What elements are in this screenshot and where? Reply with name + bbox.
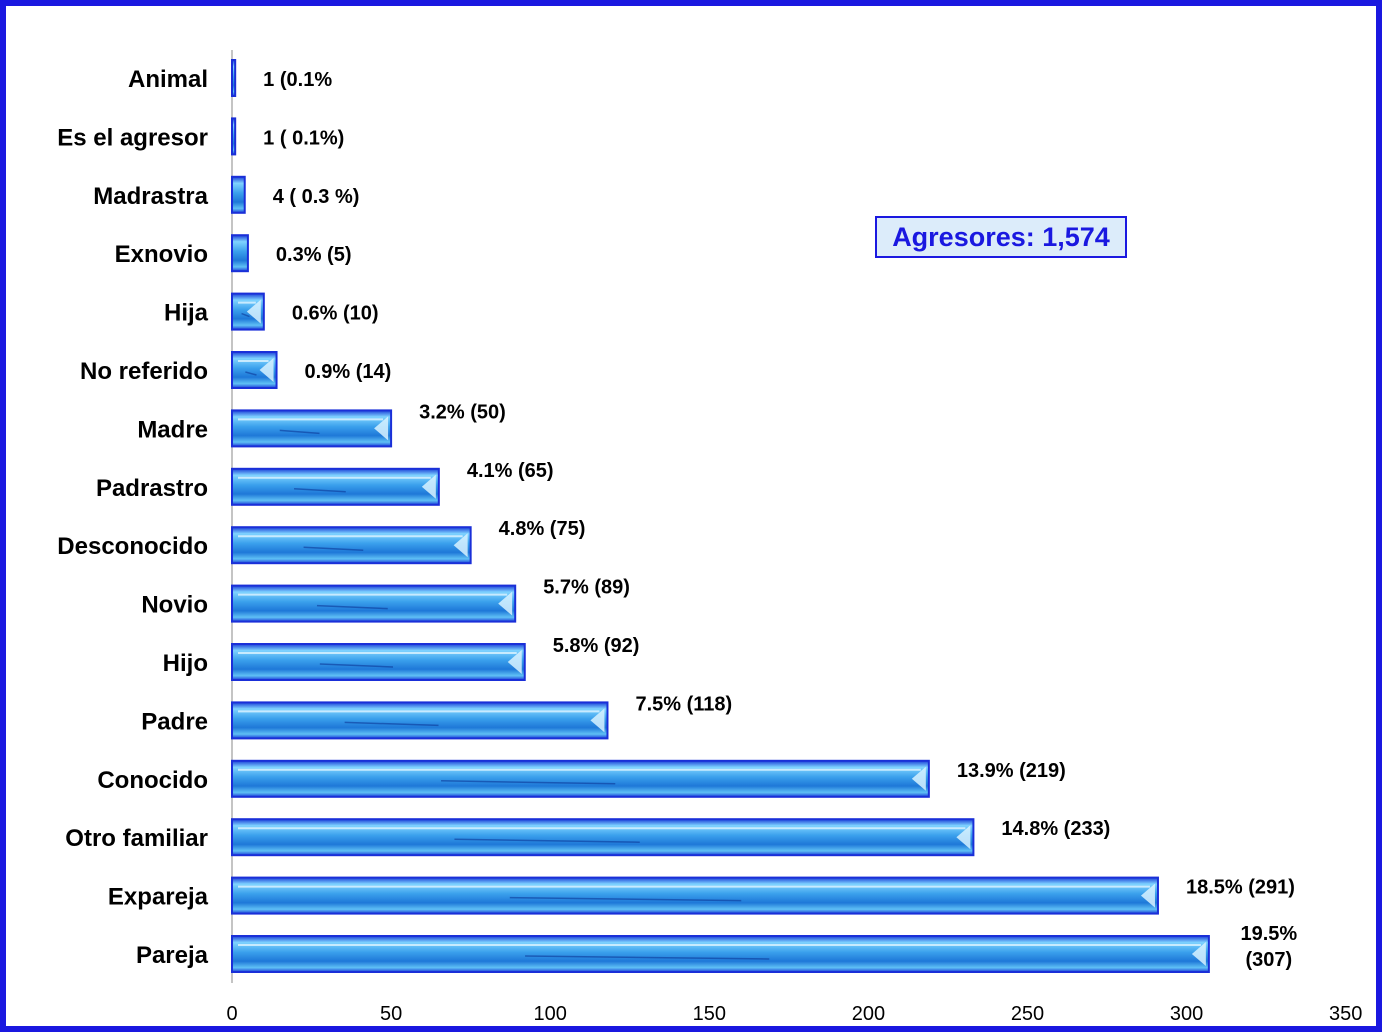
bar-cap [507,650,522,674]
data-label-no-referido: 0.9% (14) [305,361,392,383]
bar-cap [259,358,274,382]
bar-otro-familiar [231,818,975,857]
bar-madre [231,409,393,448]
category-label-pareja: Pareja [136,942,209,969]
bar-rect [231,526,472,565]
bar-conocido [231,759,930,798]
data-label-otro-familiar: 14.8% (233) [1001,818,1110,840]
data-label-desconocido: 4.8% (75) [499,518,586,540]
category-label-padrastro: Padrastro [96,475,208,502]
x-tick-label: 250 [1011,1003,1044,1025]
bar-rect [231,759,930,798]
x-tick-label: 50 [380,1003,402,1025]
data-label-madre: 3.2% (50) [419,401,506,423]
category-label-conocido: Conocido [97,767,208,794]
bars-group [231,59,1210,973]
category-label-expareja: Expareja [108,884,209,911]
bar-padre [231,701,609,740]
labels-group: Animal 1 (0.1% Es el agresor 1 ( 0.1%) Madra… [57,66,1297,971]
category-label-desconocido: Desconocido [57,533,208,560]
bar-streak [294,488,346,493]
bar-cap [374,416,389,441]
bar-cap [590,708,605,733]
data-label-novio: 5.7% (89) [543,577,630,599]
bar-rect [231,59,237,97]
bar-es-el-agresor [231,117,237,156]
bar-streak [316,604,388,610]
total-aggressors-badge: Agresores: 1,574 [875,216,1127,258]
bar-hija [231,292,265,331]
bar-rect [231,935,1210,973]
category-label-padre: Padre [141,708,208,735]
bar-streak [441,780,616,785]
bar-rect [231,409,393,448]
category-label-madrastra: Madrastra [93,183,208,210]
data-label-conocido: 13.9% (219) [957,760,1066,782]
data-label-hija: 0.6% (10) [292,303,379,325]
data-label-madrastra: 4 ( 0.3 %) [273,186,360,208]
category-label-madre: Madre [137,416,208,443]
bar-rect [231,701,609,740]
category-label-no-referido: No referido [80,358,208,385]
bar-animal [231,59,237,97]
bar-streak [241,312,250,318]
bar-rect [231,584,517,623]
bar-streak [319,663,394,668]
category-label-hija: Hija [164,300,209,327]
x-tick-label: 100 [534,1003,567,1025]
bar-streak [454,838,640,843]
x-tick-label: 350 [1329,1003,1362,1025]
bar-streak [344,721,439,727]
bar-pareja [231,935,1210,973]
bar-rect [231,876,1159,915]
bar-cap [1140,883,1155,908]
bar-expareja [231,876,1159,915]
data-label-padrastro: 4.1% (65) [467,460,554,482]
bar-rect [231,467,440,506]
x-tick-label: 0 [226,1003,237,1025]
bar-cap [246,299,261,324]
bar-rect [231,117,237,156]
bar-madrastra [231,175,246,214]
category-label-exnovio: Exnovio [115,241,208,268]
data-label-hijo: 5.8% (92) [553,635,640,657]
category-label-animal: Animal [128,66,208,93]
bar-cap [453,533,468,558]
bar-streak [525,955,770,960]
bar-hijo [231,643,526,681]
x-tick-label: 200 [852,1003,885,1025]
bar-cap [421,474,436,499]
bar-rect [231,643,526,681]
bar-rect [231,818,975,857]
bar-streak [303,546,364,551]
data-label-expareja: 18.5% (291) [1186,877,1295,899]
bar-novio [231,584,517,623]
bar-rect [231,234,249,273]
bar-cap [956,825,971,850]
data-label-exnovio: 0.3% (5) [276,244,352,266]
data-label-es-el-agresor: 1 ( 0.1%) [263,127,344,149]
bar-streak [509,896,742,902]
bar-cap [1191,942,1206,966]
data-label-padre: 7.5% (118) [635,693,732,715]
bar-cap [911,766,926,791]
category-label-es-el-agresor: Es el agresor [57,124,208,151]
bar-rect [231,175,246,214]
x-tick-label: 300 [1170,1003,1203,1025]
category-label-hijo: Hijo [163,650,208,677]
x-tick-label: 150 [693,1003,726,1025]
bar-padrastro [231,467,440,506]
category-label-novio: Novio [141,592,208,619]
bar-desconocido [231,526,472,565]
category-label-otro-familiar: Otro familiar [65,825,208,852]
bar-exnovio [231,234,249,273]
data-label-animal: 1 (0.1% [263,69,332,91]
bar-streak [245,371,257,376]
data-label-pareja: 19.5% (307) [1241,923,1298,971]
bar-streak [279,429,320,435]
bar-no-referido [231,351,278,389]
bar-cap [498,591,513,616]
